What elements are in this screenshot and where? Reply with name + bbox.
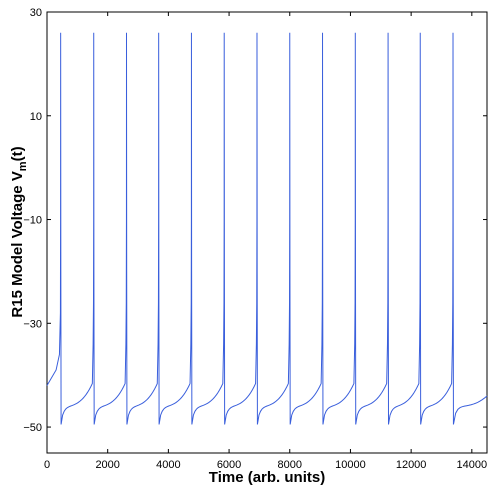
plot-area: [46, 11, 488, 454]
x-tick-label: 2000: [95, 459, 119, 471]
x-tick-label: 8000: [278, 459, 302, 471]
x-axis-label: Time (arb. units): [209, 469, 325, 486]
x-axis-ticks: 0 2000 4000 6000 8000 10000 12000 14000: [44, 12, 487, 471]
y-tick-label: −30: [23, 318, 42, 330]
x-tick-label: 6000: [217, 459, 241, 471]
y-axis-label-tail: (t): [9, 146, 26, 161]
y-tick-label: 10: [30, 111, 42, 123]
voltage-trace-line: [46, 32, 488, 425]
x-tick-label: 12000: [396, 459, 427, 471]
y-tick-label: −10: [23, 215, 42, 227]
y-axis-label-subscript: m: [17, 161, 29, 171]
x-tick-label: 4000: [156, 459, 180, 471]
x-tick-label: 14000: [457, 459, 488, 471]
y-tick-label: −50: [23, 422, 42, 434]
y-axis-label-main: R15 Model Voltage V: [9, 171, 26, 317]
x-tick-label: 0: [44, 459, 50, 471]
y-axis-label: R15 Model Voltage Vm(t): [9, 146, 29, 317]
y-axis-ticks: −50 −30 −10 10 30: [23, 7, 487, 434]
x-tick-label: 10000: [335, 459, 366, 471]
y-tick-label: 30: [30, 7, 42, 19]
